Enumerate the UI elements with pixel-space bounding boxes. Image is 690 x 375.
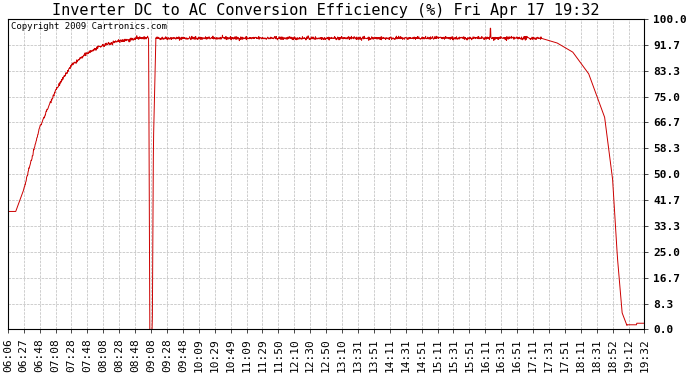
Text: Copyright 2009 Cartronics.com: Copyright 2009 Cartronics.com bbox=[11, 22, 167, 31]
Title: Inverter DC to AC Conversion Efficiency (%) Fri Apr 17 19:32: Inverter DC to AC Conversion Efficiency … bbox=[52, 3, 600, 18]
